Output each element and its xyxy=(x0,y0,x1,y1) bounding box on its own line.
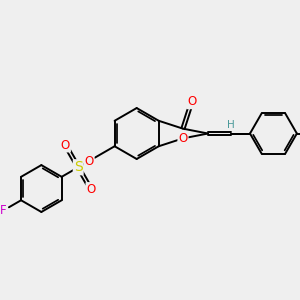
Text: O: O xyxy=(61,139,70,152)
Text: F: F xyxy=(0,204,7,217)
Text: O: O xyxy=(187,95,196,108)
Text: O: O xyxy=(178,132,188,145)
Text: O: O xyxy=(86,183,96,196)
Text: H: H xyxy=(227,120,235,130)
Text: S: S xyxy=(74,160,82,174)
Text: O: O xyxy=(84,154,94,167)
